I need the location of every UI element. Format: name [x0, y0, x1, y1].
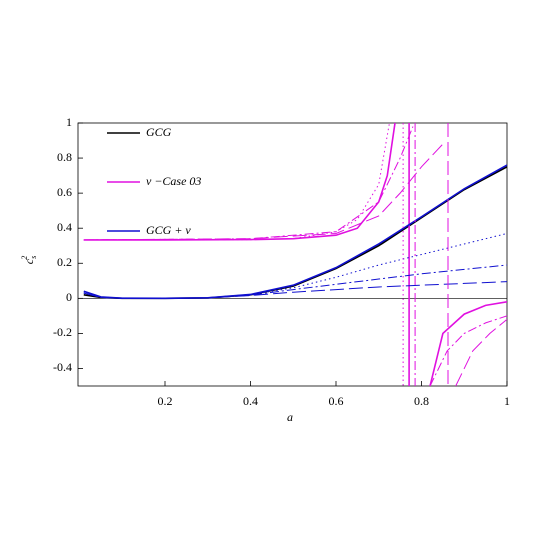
y-tick-label: -0.4 [53, 360, 72, 374]
y-tick-label: -0.2 [53, 325, 72, 339]
y-tick-label: 1 [66, 115, 72, 129]
legend-label: GCG [146, 125, 172, 139]
series-line [83, 123, 507, 386]
x-tick-label: 1 [504, 394, 510, 408]
y-label-sup: 2 [20, 256, 29, 260]
y-label-sub: s [29, 256, 38, 259]
x-tick-label: 0.2 [158, 394, 173, 408]
x-axis-label: a [287, 410, 293, 424]
x-tick-label: 0.6 [329, 394, 344, 408]
y-tick-label: 0.6 [57, 185, 72, 199]
y-tick-label: 0.2 [57, 255, 72, 269]
series-line [83, 281, 507, 299]
series-line [83, 232, 507, 299]
series-line [83, 123, 404, 386]
series-line [83, 123, 507, 386]
y-tick-label: 0 [66, 290, 72, 304]
plot-frame [77, 122, 508, 387]
series-line [83, 264, 507, 299]
x-tick-label: 0.4 [243, 394, 258, 408]
legend-label: GCG + ν [146, 223, 191, 237]
y-tick-label: 0.4 [57, 220, 72, 234]
y-axis-label: cs2 [20, 256, 38, 264]
y-tick-label: 0.8 [57, 150, 72, 164]
legend-label: ν −Case 03 [146, 174, 201, 188]
y-label-base: c [22, 258, 36, 264]
x-tick-label: 0.8 [414, 394, 429, 408]
